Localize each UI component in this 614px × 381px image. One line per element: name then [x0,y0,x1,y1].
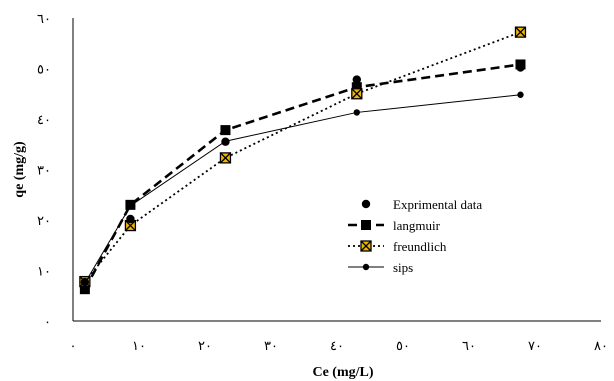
series-line [84,94,521,284]
legend-marker [360,240,372,252]
data-point [352,75,361,84]
legend-marker [362,263,370,271]
x-tick-label: ٤٠ [330,338,344,353]
legend-label: sips [393,260,413,275]
legend-item: Exprimental data [361,197,482,212]
legend-marker [361,199,371,209]
y-tick-labels: ٠ ١٠ ٢٠ ٣٠ ٤٠ ٥٠ ٦٠ [37,11,51,329]
series-freundlich [79,26,527,288]
x-tick-label: ٣٠ [264,338,278,353]
axes [72,18,601,322]
x-tick-label: ٥٠ [396,338,410,353]
xbox-cross-b [124,220,136,232]
x-tick-label: ٠ [70,338,77,353]
x-axis-title: Ce (mg/L) [312,365,373,380]
x-tick-label: ٨٠ [594,338,608,353]
x-tick-label: ٧٠ [528,338,542,353]
legend: Exprimental data langmuir freundlich sips [348,197,482,275]
data-point [125,199,136,210]
y-tick-label: ٣٠ [37,163,51,178]
legend-item: freundlich [348,239,447,254]
xbox-cross-b [351,88,363,100]
xbox-cross-b [515,26,526,38]
y-tick-label: ٤٠ [37,112,51,127]
legend-marker [361,220,371,230]
data-point [351,82,362,93]
data-point [517,91,524,98]
legend-item: langmuir [348,218,441,233]
legend-label: Exprimental data [393,197,482,212]
xbox-cross-b [220,152,231,164]
series-sips [81,91,524,287]
data-point [126,214,135,224]
y-tick-label: ٥٠ [37,62,51,77]
data-point [516,63,525,72]
data-point [220,125,231,136]
y-tick-label: ٢٠ [37,213,51,228]
data-point [79,284,90,295]
series-line [84,31,521,283]
x-tick-label: ٦٠ [462,338,476,353]
series-langmuir [79,59,526,295]
data-point [221,137,230,146]
x-tick-label: ١٠ [132,338,146,353]
data-point [514,26,527,38]
x-tick-labels: ٠ ١٠ ٢٠ ٣٠ ٤٠ ٥٠ ٦٠ ٧٠ ٨٠ [70,338,608,353]
y-axis-title: qe (mg/g) [12,141,27,198]
data-point [351,88,363,100]
y-tick-label: ٦٠ [37,11,51,26]
y-tick-label: ٠ [44,314,51,329]
data-point [353,109,360,116]
legend-item: sips [348,260,413,275]
series-line [83,63,521,290]
legend-label: langmuir [393,218,441,233]
data-point [80,277,90,287]
data-point [219,152,232,164]
plot-area [79,26,527,295]
legend-label: freundlich [393,239,447,254]
x-tick-label: ٢٠ [198,338,212,353]
series-exprimental-data [80,63,525,287]
y-tick-label: ١٠ [37,264,51,279]
xbox-cross-b [360,240,372,252]
